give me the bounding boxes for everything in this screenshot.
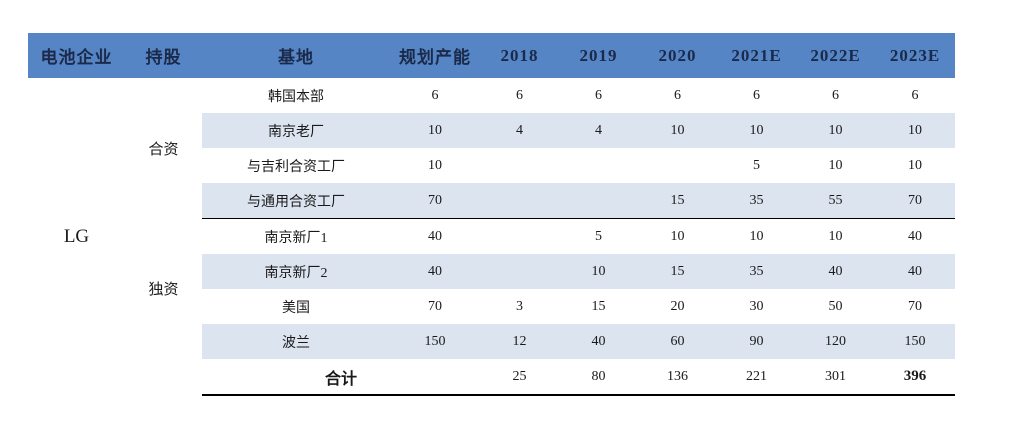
cell: 10	[559, 254, 638, 289]
cell: 6	[480, 78, 559, 113]
cell	[559, 183, 638, 219]
cell: 10	[875, 148, 955, 183]
cell	[480, 218, 559, 254]
cell	[480, 148, 559, 183]
cell: 10	[796, 148, 875, 183]
cell: 6	[875, 78, 955, 113]
cell: 15	[559, 289, 638, 324]
base-cell: 与通用合资工厂	[202, 183, 390, 219]
base-cell: 美国	[202, 289, 390, 324]
cell: 10	[390, 113, 480, 148]
table-row: 与吉利合资工厂 10 5 10 10	[28, 148, 955, 183]
cell: 3	[480, 289, 559, 324]
cell: 60	[638, 324, 717, 359]
cell	[480, 183, 559, 219]
cell: 6	[638, 78, 717, 113]
column-header-2022e: 2022E	[796, 33, 875, 78]
column-header-2021e: 2021E	[717, 33, 796, 78]
cell	[480, 254, 559, 289]
table-row: 波兰 150 12 40 60 90 120 150	[28, 324, 955, 359]
cell: 70	[875, 289, 955, 324]
table-row: 独资 南京新厂1 40 5 10 10 10 40	[28, 218, 955, 359]
cell: 150	[875, 324, 955, 359]
base-cell: 南京老厂	[202, 113, 390, 148]
cell: 55	[796, 183, 875, 219]
cell: 40	[390, 218, 480, 254]
cell: 6	[390, 78, 480, 113]
spacer-cell	[125, 359, 202, 395]
base-cell: 南京新厂1	[202, 218, 390, 254]
cell: 10	[875, 113, 955, 148]
cell: 4	[480, 113, 559, 148]
column-header-holding: 持股	[125, 33, 202, 78]
table-row: 南京新厂2 40 10 15 35 40 40	[28, 254, 955, 289]
cell: 90	[717, 324, 796, 359]
holding-cell-wholly-owned: 独资	[125, 218, 202, 359]
capacity-table: 电池企业 持股 基地 规划产能 2018 2019 2020 2021E 202…	[28, 33, 955, 396]
cell: 40	[796, 254, 875, 289]
cell: 70	[390, 289, 480, 324]
total-cell: 221	[717, 359, 796, 396]
cell	[559, 148, 638, 183]
cell: 5	[717, 148, 796, 183]
column-header-2019: 2019	[559, 33, 638, 78]
base-cell: 南京新厂2	[202, 254, 390, 289]
cell: 10	[638, 218, 717, 254]
cell: 10	[796, 218, 875, 254]
capacity-table-container: 电池企业 持股 基地 规划产能 2018 2019 2020 2021E 202…	[28, 33, 955, 396]
table-row: 与通用合资工厂 70 15 35 55 70	[28, 183, 955, 219]
cell: 35	[717, 183, 796, 219]
total-cell: 136	[638, 359, 717, 396]
cell: 150	[390, 324, 480, 359]
cell: 10	[717, 113, 796, 148]
total-cell-grand: 396	[875, 359, 955, 396]
total-label: 合计	[202, 359, 480, 396]
cell: 5	[559, 218, 638, 254]
cell: 4	[559, 113, 638, 148]
cell: 20	[638, 289, 717, 324]
cell: 30	[717, 289, 796, 324]
total-cell: 80	[559, 359, 638, 396]
cell: 10	[390, 148, 480, 183]
cell: 40	[559, 324, 638, 359]
column-header-base: 基地	[202, 33, 390, 78]
cell: 6	[796, 78, 875, 113]
cell: 6	[559, 78, 638, 113]
base-cell: 波兰	[202, 324, 390, 359]
cell	[638, 148, 717, 183]
cell: 10	[638, 113, 717, 148]
column-header-2020: 2020	[638, 33, 717, 78]
cell: 35	[717, 254, 796, 289]
column-header-company: 电池企业	[28, 33, 125, 78]
table-row: 南京老厂 10 4 4 10 10 10 10	[28, 113, 955, 148]
header-row: 电池企业 持股 基地 规划产能 2018 2019 2020 2021E 202…	[28, 33, 955, 78]
company-cell: LG	[28, 78, 125, 395]
total-cell: 25	[480, 359, 559, 396]
cell: 12	[480, 324, 559, 359]
holding-cell-jv: 合资	[125, 78, 202, 219]
column-header-planned: 规划产能	[390, 33, 480, 78]
cell: 70	[390, 183, 480, 219]
cell: 70	[875, 183, 955, 219]
table-row: 美国 70 3 15 20 30 50 70	[28, 289, 955, 324]
total-row: 合计 25 80 136 221 301 396	[28, 359, 955, 396]
cell: 10	[717, 218, 796, 254]
base-cell: 韩国本部	[202, 78, 390, 113]
cell: 120	[796, 324, 875, 359]
base-cell: 与吉利合资工厂	[202, 148, 390, 183]
cell: 40	[875, 254, 955, 289]
cell: 10	[796, 113, 875, 148]
column-header-2018: 2018	[480, 33, 559, 78]
cell: 50	[796, 289, 875, 324]
cell: 15	[638, 254, 717, 289]
cell: 40	[875, 218, 955, 254]
cell: 15	[638, 183, 717, 219]
table-row: LG 合资 韩国本部 6 6 6 6 6 6 6	[28, 78, 955, 395]
cell: 40	[390, 254, 480, 289]
column-header-2023e: 2023E	[875, 33, 955, 78]
total-cell: 301	[796, 359, 875, 396]
cell: 6	[717, 78, 796, 113]
